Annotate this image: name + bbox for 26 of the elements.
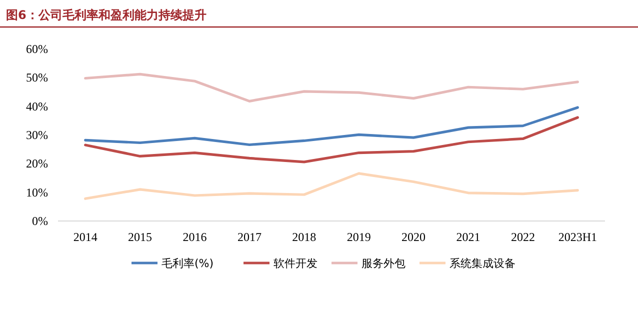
legend-label: 毛利率(%) bbox=[162, 257, 214, 270]
x-tick-label: 2023H1 bbox=[558, 230, 597, 244]
line-series bbox=[84, 106, 579, 146]
y-tick-label: 10% bbox=[26, 185, 48, 200]
chart-title: 图6：公司毛利率和盈利能力持续提升 bbox=[6, 8, 206, 22]
legend-label: 系统集成设备 bbox=[450, 257, 516, 270]
y-tick-label: 40% bbox=[26, 99, 48, 114]
x-tick-label: 2015 bbox=[128, 230, 152, 244]
x-tick-label: 2018 bbox=[292, 230, 316, 244]
x-tick-label: 2021 bbox=[456, 230, 480, 244]
y-tick-label: 60% bbox=[26, 42, 48, 56]
y-tick-label: 50% bbox=[26, 70, 48, 85]
x-tick-label: 2019 bbox=[346, 230, 371, 244]
legend-label: 软件开发 bbox=[274, 257, 318, 270]
x-tick-label: 2014 bbox=[73, 230, 98, 244]
line-series bbox=[84, 172, 579, 200]
y-tick-label: 30% bbox=[26, 128, 48, 142]
y-tick-label: 0% bbox=[32, 214, 48, 228]
x-tick-label: 2020 bbox=[402, 230, 426, 244]
line-series bbox=[84, 116, 579, 164]
y-tick-label: 20% bbox=[26, 156, 48, 171]
legend-label: 服务外包 bbox=[362, 257, 406, 270]
x-tick-label: 2017 bbox=[237, 230, 262, 244]
x-tick-label: 2016 bbox=[182, 230, 207, 244]
x-tick-label: 2022 bbox=[510, 230, 535, 244]
line-series bbox=[84, 72, 579, 102]
